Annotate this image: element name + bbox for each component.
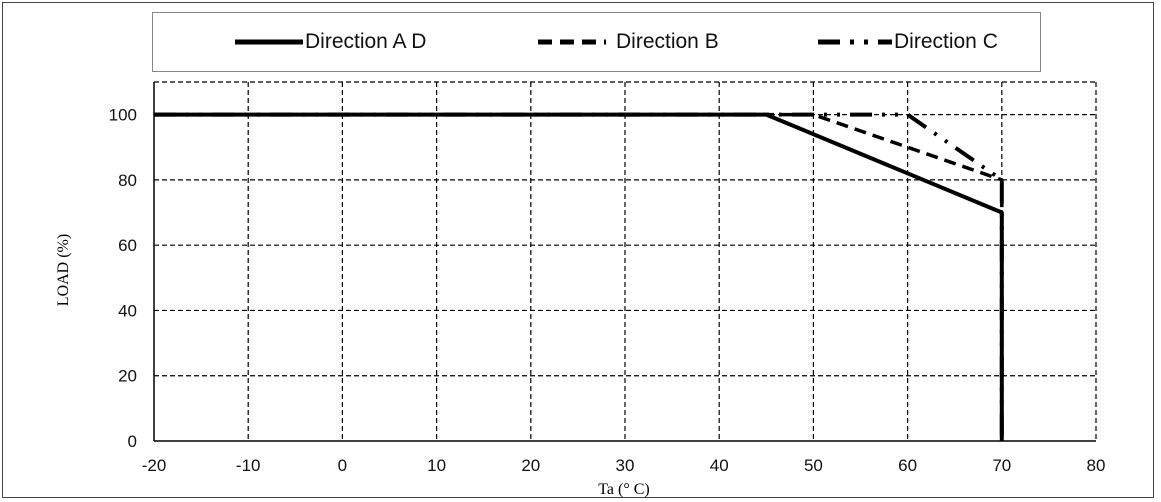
- y-tick-label: 100: [109, 106, 137, 125]
- y-tick-label: 0: [128, 432, 137, 451]
- chart-legend: Direction A D Direction B Direction C: [152, 12, 1041, 72]
- legend-item-direction-c: Direction C: [818, 29, 998, 55]
- legend-label-direction-c: Direction C: [894, 30, 998, 53]
- x-tick-label: 50: [804, 456, 823, 475]
- series-line-2: [154, 112, 1004, 441]
- y-tick-label: 40: [118, 301, 137, 320]
- legend-label-direction-a-d: Direction A D: [305, 30, 427, 53]
- legend-swatch-solid: [235, 39, 303, 45]
- series-line-1: [154, 112, 1004, 441]
- x-tick-label: 80: [1087, 456, 1106, 475]
- x-tick-label: 20: [521, 456, 540, 475]
- legend-swatch-dash-dot: [818, 39, 892, 45]
- y-tick-label: 20: [118, 367, 137, 386]
- x-axis-label: Ta (° C): [598, 481, 649, 498]
- x-tick-label: -20: [142, 456, 167, 475]
- y-tick-label: 80: [118, 171, 137, 190]
- y-tick-label: 60: [118, 236, 137, 255]
- x-tick-label: 0: [338, 456, 347, 475]
- legend-swatch-dashed: [538, 39, 606, 45]
- series-line-3: [154, 112, 1004, 441]
- grid: [154, 81, 1097, 441]
- x-tick-label: -10: [236, 456, 261, 475]
- x-tick-label: 70: [992, 456, 1011, 475]
- tick-labels: -20 -10 0 10 20 30 40 50 60 70 80 0 20 40 60 80 100: [109, 106, 1106, 475]
- x-tick-label: 60: [898, 456, 917, 475]
- y-axis-label: LOAD (%): [55, 234, 72, 306]
- x-tick-label: 30: [616, 456, 635, 475]
- axes: [153, 82, 1096, 442]
- legend-item-direction-b: Direction B: [538, 29, 719, 55]
- x-tick-label: 10: [427, 456, 446, 475]
- legend-label-direction-b: Direction B: [616, 30, 719, 53]
- legend-item-direction-a-d: Direction A D: [235, 29, 426, 55]
- x-tick-label: 40: [710, 456, 729, 475]
- series: [154, 112, 1004, 441]
